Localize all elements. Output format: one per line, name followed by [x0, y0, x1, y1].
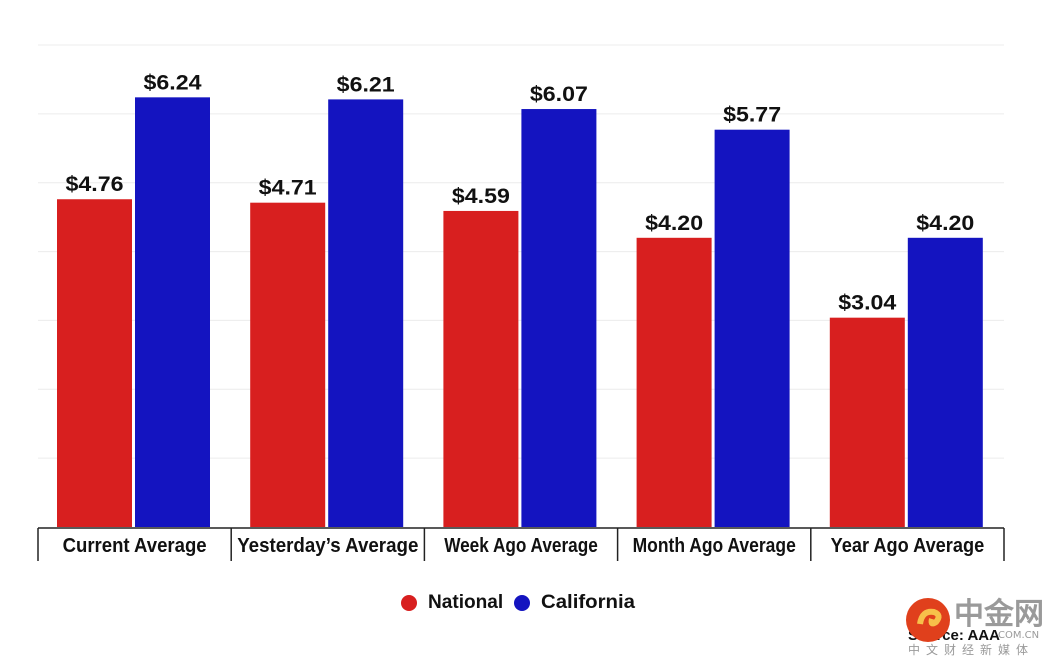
category-label: Yesterday’s Average	[237, 535, 418, 557]
svg-text:COM.CN: COM.CN	[998, 630, 1039, 641]
bar-california	[714, 129, 790, 528]
data-label: $4.76	[66, 173, 124, 196]
data-label: $4.20	[916, 212, 974, 235]
data-label: $5.77	[723, 104, 781, 127]
data-label: $3.04	[838, 292, 896, 315]
data-label: $4.71	[259, 177, 317, 200]
legend-marker-national	[401, 595, 417, 611]
watermark: 中金网 COM.CN 中文财经新媒体	[906, 594, 1056, 664]
data-label: $6.07	[530, 83, 588, 106]
bar-california	[521, 109, 597, 527]
data-label: $4.20	[645, 212, 703, 235]
bar-national	[829, 317, 905, 527]
bar-california	[328, 99, 404, 527]
bar-california	[135, 97, 210, 528]
category-label: Month Ago Average	[633, 535, 796, 557]
legend-marker-california	[514, 595, 530, 611]
svg-text:中金网: 中金网	[954, 597, 1044, 632]
category-label: Week Ago Average	[444, 535, 598, 557]
bar-national	[57, 199, 132, 528]
legend-label: California	[541, 592, 635, 613]
svg-text:中文财经新媒体: 中文财经新媒体	[908, 642, 1034, 657]
category-label: Current Average	[63, 535, 207, 557]
bar-national	[636, 237, 712, 528]
data-label: $4.59	[452, 185, 510, 208]
data-label: $6.21	[337, 73, 395, 96]
data-label: $6.24	[144, 71, 202, 94]
bar-national	[443, 210, 519, 527]
bar-california	[907, 237, 983, 528]
bar-national	[250, 202, 326, 527]
watermark-logo-icon: 中金网 COM.CN 中文财经新媒体	[906, 597, 1044, 657]
category-label: Year Ago Average	[831, 535, 985, 557]
legend-label: National	[428, 592, 503, 613]
